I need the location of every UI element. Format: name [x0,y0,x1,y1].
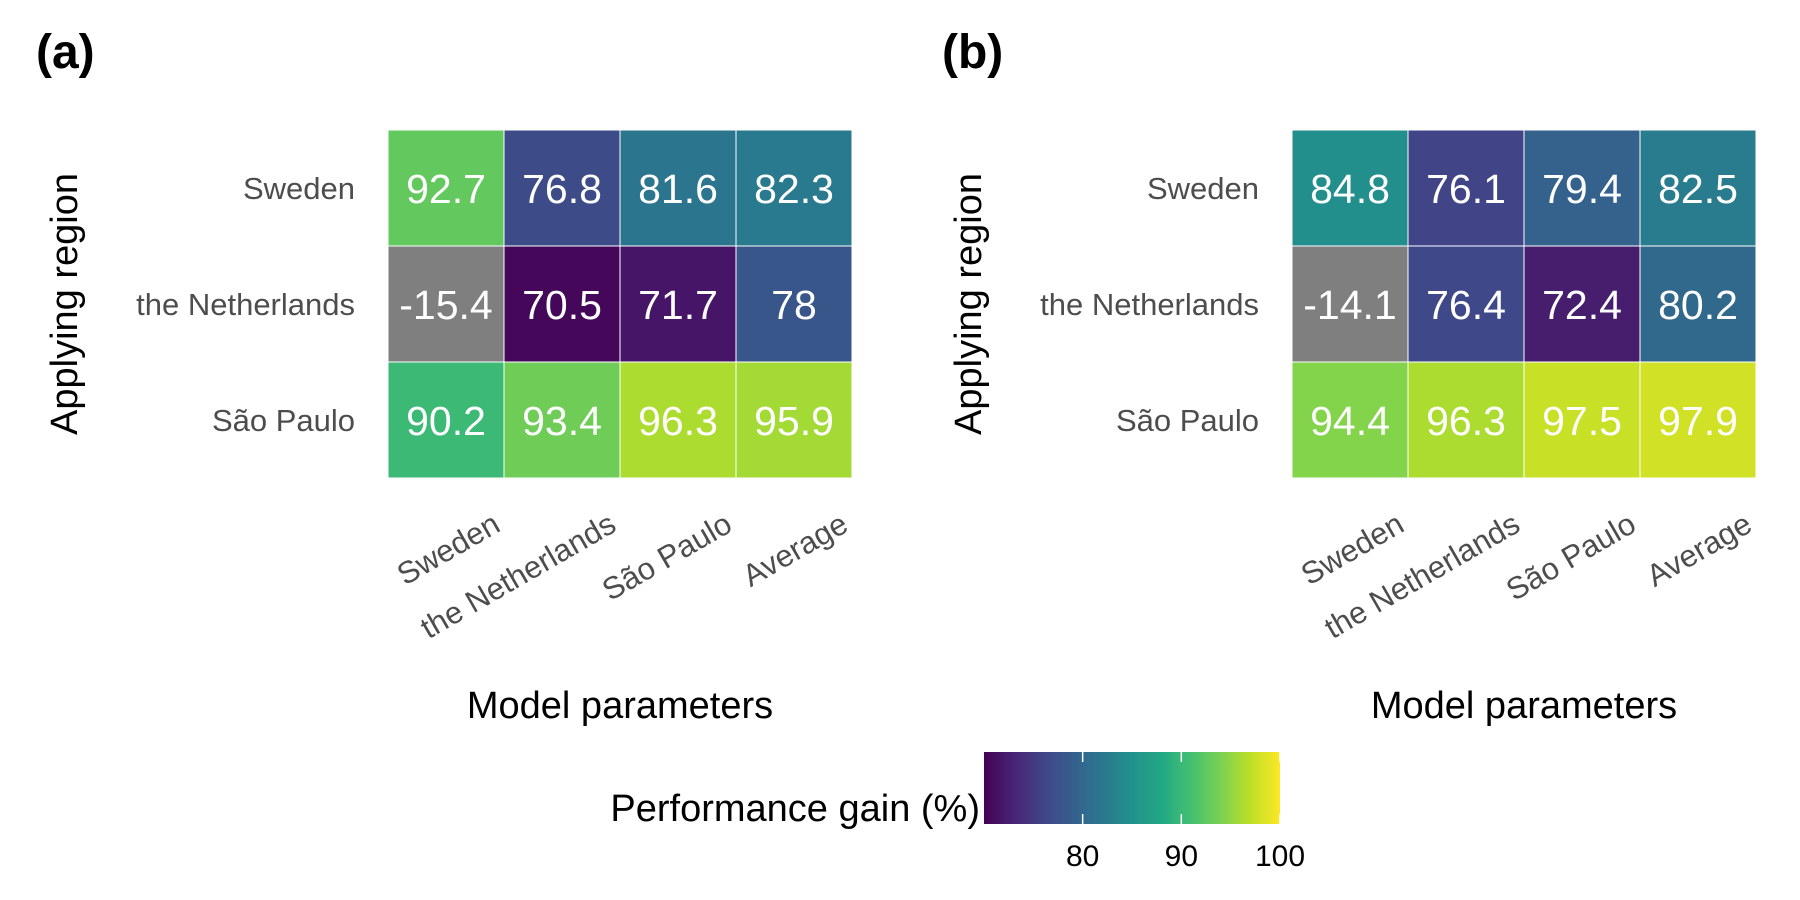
heatmap-cell [387,129,505,247]
cell-value-label: 80.2 [1658,282,1738,328]
y-tick-label: the Netherlands [1040,287,1259,322]
y-tick-label: the Netherlands [136,287,355,322]
cell-value-label: 79.4 [1542,166,1622,212]
legend-title: Performance gain (%) [610,788,980,830]
colorbar [984,752,1280,824]
cell-value-label: 81.6 [638,166,718,212]
cell-value-label: 96.3 [1426,398,1506,444]
cell-value-label: 76.8 [522,166,602,212]
x-tick-label: Average [736,506,853,594]
y-tick-label: Sweden [1147,171,1259,206]
heatmap-cell [1523,129,1641,247]
x-tick-label: the Netherlands [414,506,621,646]
cell-value-label: 76.4 [1426,282,1506,328]
heatmap-cell [1291,245,1409,363]
y-tick-label: Sweden [243,171,355,206]
panel-label: (b) [942,26,1003,79]
heatmap-cell [387,361,505,479]
cell-value-label: 70.5 [522,282,602,328]
y-tick-label: São Paulo [212,403,355,438]
y-tick-label: São Paulo [1116,403,1259,438]
heatmap-cell [735,129,853,247]
heatmap-cell [1291,361,1409,479]
y-axis-title: Applying region [44,173,86,435]
y-axis-title: Applying region [948,173,990,435]
heatmap-cell [1523,245,1641,363]
heatmap-cell [1639,245,1757,363]
heatmap-cell [1639,129,1757,247]
cell-value-label: 94.4 [1310,398,1390,444]
heatmap-cell [1407,245,1525,363]
colorbar-tick-label: 80 [1066,840,1099,873]
heatmap-cell [1407,129,1525,247]
cell-value-label: -14.1 [1303,282,1396,328]
x-tick-label: the Netherlands [1318,506,1525,646]
cell-value-label: 95.9 [754,398,834,444]
cell-value-label: 96.3 [638,398,718,444]
heatmap-cell [503,245,621,363]
heatmap-cell [387,245,505,363]
x-tick-label: São Paulo [596,506,737,608]
heatmap-cell [735,245,853,363]
heatmap-cell [1407,361,1525,479]
cell-value-label: 82.5 [1658,166,1738,212]
heatmap-cell [619,129,737,247]
panel-label: (a) [36,26,95,79]
x-axis-title: Model parameters [1371,685,1677,727]
cell-value-label: 97.9 [1658,398,1738,444]
heatmap-cell [735,361,853,479]
cell-value-label: 72.4 [1542,282,1622,328]
heatmap-cell [503,361,621,479]
cell-value-label: 84.8 [1310,166,1390,212]
x-tick-label: São Paulo [1500,506,1641,608]
x-tick-label: Average [1640,506,1757,594]
colorbar-tick-label: 100 [1255,840,1305,873]
colorbar-tick-label: 90 [1165,840,1198,873]
cell-value-label: -15.4 [399,282,492,328]
cell-value-label: 76.1 [1426,166,1506,212]
heatmap-cell [1523,361,1641,479]
cell-value-label: 82.3 [754,166,834,212]
heatmap-cell [503,129,621,247]
cell-value-label: 92.7 [406,166,486,212]
cell-value-label: 90.2 [406,398,486,444]
heatmap-cell [1291,129,1409,247]
x-axis-title: Model parameters [467,685,773,727]
cell-value-label: 71.7 [638,282,718,328]
heatmap-cell [1639,361,1757,479]
cell-value-label: 78 [771,282,817,328]
cell-value-label: 93.4 [522,398,602,444]
cell-value-label: 97.5 [1542,398,1622,444]
